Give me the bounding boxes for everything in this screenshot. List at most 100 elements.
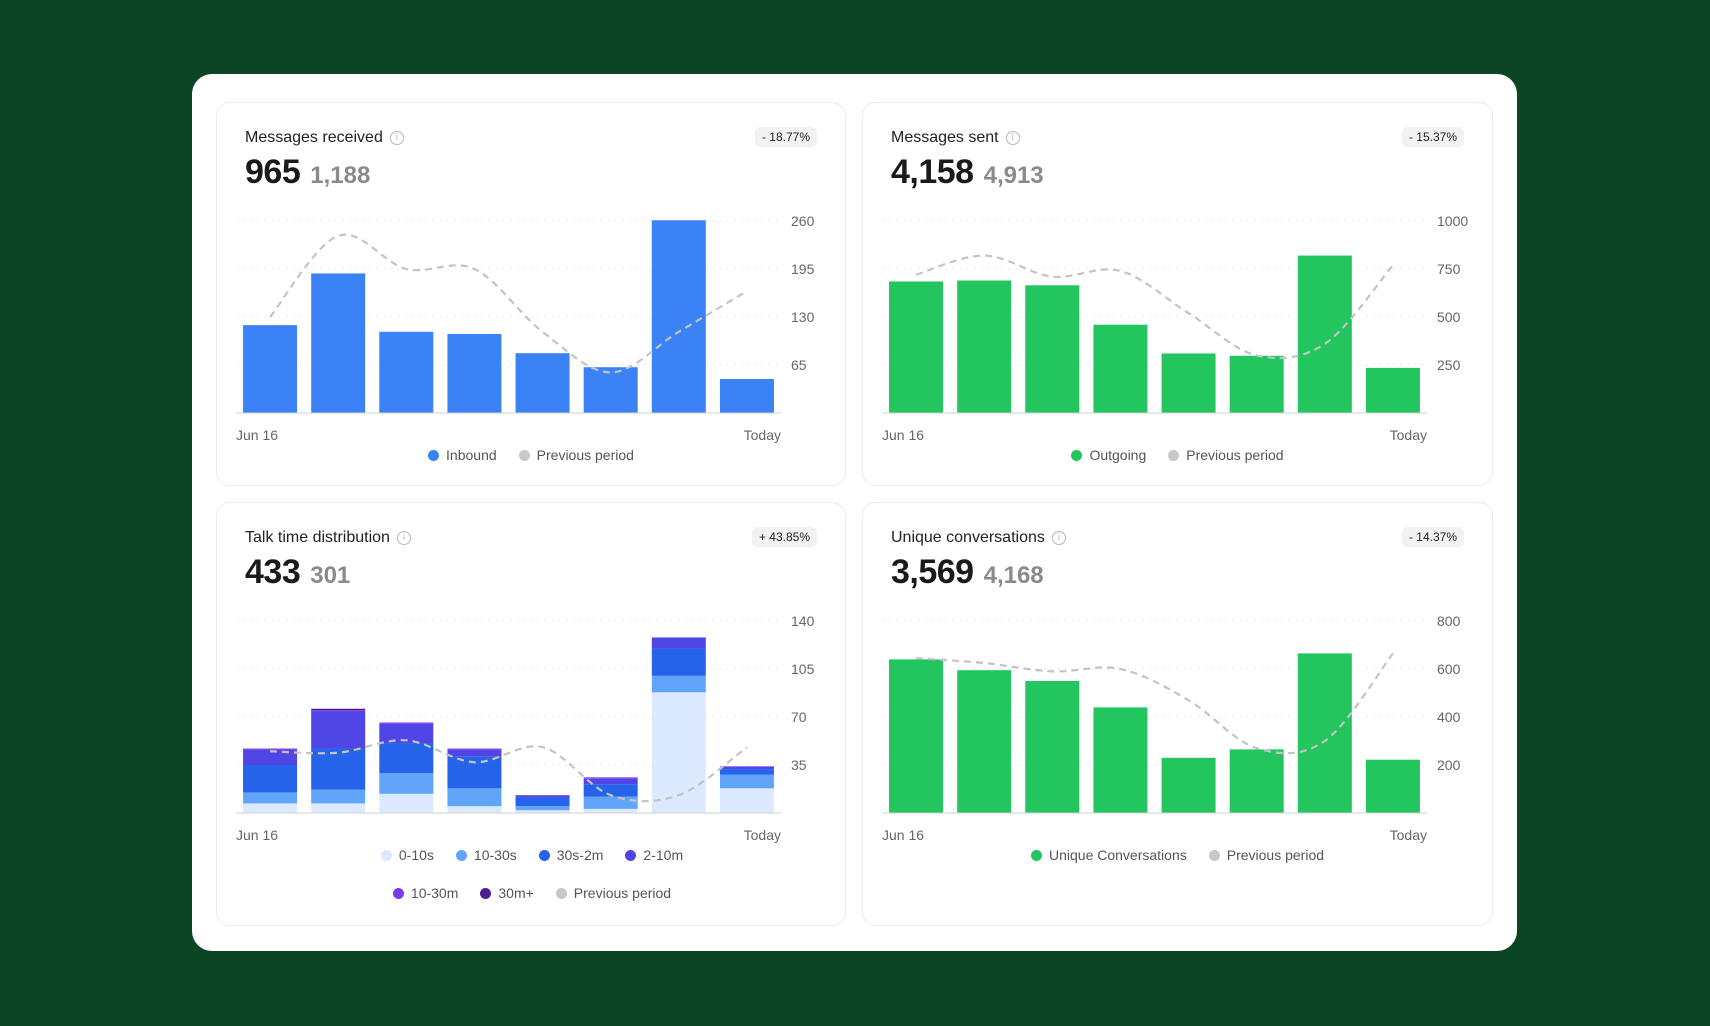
x-tick-label: Jun 16 [882, 427, 924, 443]
bar [957, 670, 1012, 813]
bar-segment [719, 769, 774, 775]
bar [1297, 255, 1352, 413]
bar [889, 281, 944, 413]
x-tick-label: Today [1390, 427, 1427, 443]
legend-dot-icon [555, 887, 567, 899]
card-messages-sent: Messages sent i - 15.37% 4,158 4,913 250… [862, 102, 1493, 486]
y-tick-label: 1000 [1437, 213, 1468, 229]
x-tick-label: Today [744, 827, 781, 843]
legend-item[interactable]: 10-30s [455, 847, 517, 863]
legend-label: Unique Conversations [1048, 847, 1187, 863]
legend-item[interactable]: Previous period [518, 447, 634, 463]
card-title: Messages received i [245, 129, 404, 147]
bar-segment [447, 749, 502, 757]
bar [1025, 681, 1080, 813]
info-icon[interactable]: i [389, 131, 404, 145]
bar-segment [515, 797, 570, 807]
bar-segment [651, 675, 706, 693]
y-tick-label: 250 [1437, 357, 1461, 373]
legend-label: Inbound [446, 447, 497, 463]
metric-value: 3,569 [891, 553, 974, 591]
info-icon[interactable]: i [1051, 531, 1066, 545]
y-tick-label: 105 [791, 661, 815, 677]
previous-period-line [270, 739, 748, 803]
legend-label: Outgoing [1089, 447, 1147, 463]
metric-values: 965 1,188 [245, 153, 370, 192]
previous-period-line [269, 233, 748, 374]
bar-segment [311, 708, 366, 711]
bar-segment [243, 792, 298, 804]
legend-item[interactable]: Previous period [1208, 847, 1324, 863]
change-badge: + 43.85% [751, 527, 817, 547]
metric-value: 4,158 [891, 153, 974, 191]
legend-label: Previous period [536, 447, 634, 463]
legend-label: 10-30m [410, 885, 459, 901]
bar-segment [311, 711, 366, 749]
legend-label: Previous period [573, 885, 672, 901]
bar-segment [719, 788, 774, 813]
previous-period-line [915, 652, 1394, 755]
chart-messages-sent: 250 500 750 1000 Jun 16 Today [882, 213, 1468, 443]
legend-item[interactable]: 30m+ [480, 885, 534, 901]
legend-dot-icon [518, 449, 530, 461]
bar-segment [651, 637, 706, 649]
legend-item[interactable]: 30s-2m [538, 847, 604, 863]
y-tick-label: 140 [791, 613, 815, 629]
bar-segment [719, 766, 774, 770]
legend-dot-icon [428, 449, 440, 461]
chart-legend: Inbound Previous period [217, 447, 845, 463]
bar-segment [379, 773, 434, 794]
card-title-text: Unique conversations [891, 529, 1045, 546]
bar-segment [311, 803, 366, 813]
bar-segment [583, 777, 638, 779]
bar-segment [243, 749, 298, 765]
legend-item[interactable]: 0-10s [380, 847, 434, 863]
legend-item[interactable]: Outgoing [1071, 447, 1146, 463]
bar-segment [515, 806, 570, 811]
card-messages-received: Messages received i - 18.77% 965 1,188 6… [216, 102, 846, 486]
bar-segment [515, 810, 570, 813]
card-title-text: Messages sent [891, 129, 999, 146]
legend-item[interactable]: Inbound [428, 447, 497, 463]
bar [1365, 759, 1420, 813]
bar-segment [311, 748, 366, 790]
change-badge: - 14.37% [1401, 527, 1464, 547]
x-tick-label: Jun 16 [236, 427, 278, 443]
info-icon[interactable]: i [1005, 131, 1020, 145]
bar [1297, 653, 1352, 813]
bar-segment [311, 789, 366, 804]
bar-segment [379, 793, 434, 813]
bar [243, 325, 298, 413]
y-tick-label: 195 [791, 261, 815, 277]
y-tick-label: 600 [1437, 661, 1461, 677]
bar [379, 331, 434, 413]
bar-segment [447, 788, 502, 807]
info-icon[interactable]: i [396, 531, 411, 545]
legend-item[interactable]: 10-30m [392, 885, 459, 901]
chart-legend: Unique Conversations Previous period [863, 847, 1492, 863]
change-badge: - 18.77% [754, 127, 817, 147]
bar-segment [447, 748, 502, 750]
bar [651, 220, 706, 413]
bar [1365, 367, 1420, 413]
card-title-text: Talk time distribution [245, 529, 390, 546]
bar [1093, 707, 1148, 813]
y-tick-label: 800 [1437, 613, 1461, 629]
legend-label: 30s-2m [556, 847, 604, 863]
bar-segment [311, 710, 366, 712]
card-title: Unique conversations i [891, 529, 1066, 547]
bar [447, 333, 502, 413]
legend-item[interactable]: Unique Conversations [1030, 847, 1187, 863]
legend-item[interactable]: Previous period [1168, 447, 1284, 463]
chart-legend: 0-10s 10-30s 30s-2m 2-10m 10-30m 30m+ Previous… [342, 847, 722, 901]
bar [1229, 355, 1284, 413]
legend-dot-icon [1071, 449, 1083, 461]
legend-item[interactable]: Previous period [555, 885, 672, 901]
legend-label: Previous period [1186, 447, 1284, 463]
legend-item[interactable]: 2-10m [625, 847, 683, 863]
bar-segment [583, 808, 638, 813]
legend-dot-icon [455, 849, 467, 861]
bar-segment [583, 796, 638, 809]
bar [1161, 757, 1216, 813]
x-tick-label: Today [1390, 827, 1427, 843]
